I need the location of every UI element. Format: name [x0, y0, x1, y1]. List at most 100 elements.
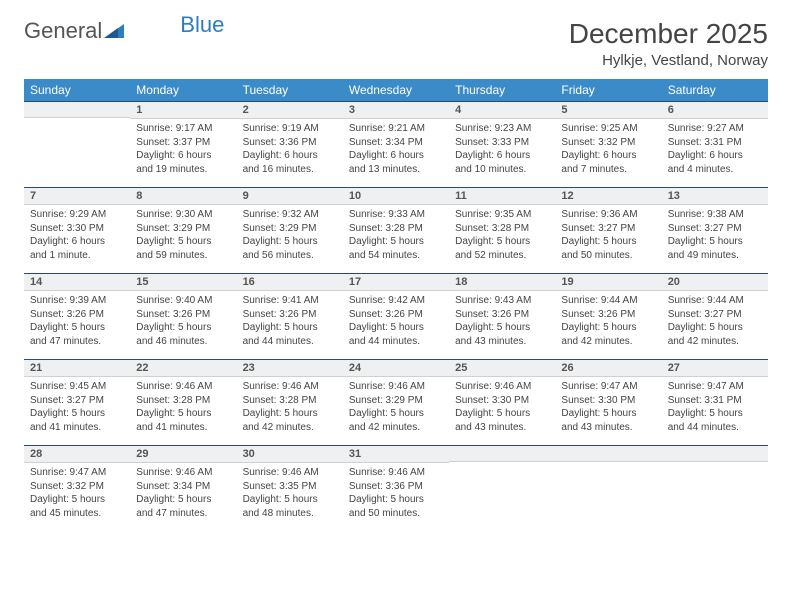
day-number: 22	[130, 359, 236, 377]
col-sunday: Sunday	[24, 79, 130, 101]
day-number: 5	[555, 101, 661, 119]
calendar-cell: 27Sunrise: 9:47 AM Sunset: 3:31 PM Dayli…	[662, 359, 768, 445]
day-number: 10	[343, 187, 449, 205]
day-number: 14	[24, 273, 130, 291]
day-details: Sunrise: 9:21 AM Sunset: 3:34 PM Dayligh…	[343, 119, 449, 182]
title-block: December 2025 Hylkje, Vestland, Norway	[569, 18, 768, 69]
calendar-cell: 24Sunrise: 9:46 AM Sunset: 3:29 PM Dayli…	[343, 359, 449, 445]
day-number: 12	[555, 187, 661, 205]
calendar-cell: 18Sunrise: 9:43 AM Sunset: 3:26 PM Dayli…	[449, 273, 555, 359]
col-wednesday: Wednesday	[343, 79, 449, 101]
day-details: Sunrise: 9:41 AM Sunset: 3:26 PM Dayligh…	[237, 291, 343, 354]
day-number: 27	[662, 359, 768, 377]
day-details: Sunrise: 9:33 AM Sunset: 3:28 PM Dayligh…	[343, 205, 449, 268]
day-details: Sunrise: 9:46 AM Sunset: 3:36 PM Dayligh…	[343, 463, 449, 526]
day-details: Sunrise: 9:39 AM Sunset: 3:26 PM Dayligh…	[24, 291, 130, 354]
calendar-cell: 21Sunrise: 9:45 AM Sunset: 3:27 PM Dayli…	[24, 359, 130, 445]
day-number: 30	[237, 445, 343, 463]
day-details: Sunrise: 9:23 AM Sunset: 3:33 PM Dayligh…	[449, 119, 555, 182]
calendar-cell: 10Sunrise: 9:33 AM Sunset: 3:28 PM Dayli…	[343, 187, 449, 273]
calendar-week-row: 1Sunrise: 9:17 AM Sunset: 3:37 PM Daylig…	[24, 101, 768, 187]
calendar-cell: 14Sunrise: 9:39 AM Sunset: 3:26 PM Dayli…	[24, 273, 130, 359]
day-details: Sunrise: 9:46 AM Sunset: 3:34 PM Dayligh…	[130, 463, 236, 526]
calendar-cell: 15Sunrise: 9:40 AM Sunset: 3:26 PM Dayli…	[130, 273, 236, 359]
calendar-cell: 25Sunrise: 9:46 AM Sunset: 3:30 PM Dayli…	[449, 359, 555, 445]
day-details: Sunrise: 9:17 AM Sunset: 3:37 PM Dayligh…	[130, 119, 236, 182]
calendar-cell: 20Sunrise: 9:44 AM Sunset: 3:27 PM Dayli…	[662, 273, 768, 359]
day-number: 24	[343, 359, 449, 377]
header: General Blue December 2025 Hylkje, Vestl…	[24, 18, 768, 69]
calendar-week-row: 21Sunrise: 9:45 AM Sunset: 3:27 PM Dayli…	[24, 359, 768, 445]
day-details: Sunrise: 9:46 AM Sunset: 3:28 PM Dayligh…	[237, 377, 343, 440]
day-header-row: Sunday Monday Tuesday Wednesday Thursday…	[24, 79, 768, 101]
day-number: 17	[343, 273, 449, 291]
calendar-cell: 12Sunrise: 9:36 AM Sunset: 3:27 PM Dayli…	[555, 187, 661, 273]
calendar-cell: 23Sunrise: 9:46 AM Sunset: 3:28 PM Dayli…	[237, 359, 343, 445]
day-details: Sunrise: 9:42 AM Sunset: 3:26 PM Dayligh…	[343, 291, 449, 354]
logo-triangle-icon	[104, 18, 124, 44]
col-thursday: Thursday	[449, 79, 555, 101]
calendar-cell: 8Sunrise: 9:30 AM Sunset: 3:29 PM Daylig…	[130, 187, 236, 273]
day-details: Sunrise: 9:44 AM Sunset: 3:26 PM Dayligh…	[555, 291, 661, 354]
calendar-table: Sunday Monday Tuesday Wednesday Thursday…	[24, 79, 768, 531]
calendar-week-row: 14Sunrise: 9:39 AM Sunset: 3:26 PM Dayli…	[24, 273, 768, 359]
day-details: Sunrise: 9:35 AM Sunset: 3:28 PM Dayligh…	[449, 205, 555, 268]
day-number: 18	[449, 273, 555, 291]
day-details: Sunrise: 9:32 AM Sunset: 3:29 PM Dayligh…	[237, 205, 343, 268]
day-details: Sunrise: 9:29 AM Sunset: 3:30 PM Dayligh…	[24, 205, 130, 268]
day-number: 25	[449, 359, 555, 377]
calendar-cell: 22Sunrise: 9:46 AM Sunset: 3:28 PM Dayli…	[130, 359, 236, 445]
day-number: 23	[237, 359, 343, 377]
calendar-cell: 4Sunrise: 9:23 AM Sunset: 3:33 PM Daylig…	[449, 101, 555, 187]
calendar-cell: 9Sunrise: 9:32 AM Sunset: 3:29 PM Daylig…	[237, 187, 343, 273]
day-details: Sunrise: 9:25 AM Sunset: 3:32 PM Dayligh…	[555, 119, 661, 182]
day-number: 2	[237, 101, 343, 119]
logo-text-blue: Blue	[180, 12, 224, 38]
calendar-week-row: 7Sunrise: 9:29 AM Sunset: 3:30 PM Daylig…	[24, 187, 768, 273]
day-details: Sunrise: 9:19 AM Sunset: 3:36 PM Dayligh…	[237, 119, 343, 182]
calendar-cell	[24, 101, 130, 187]
day-details: Sunrise: 9:36 AM Sunset: 3:27 PM Dayligh…	[555, 205, 661, 268]
month-title: December 2025	[569, 18, 768, 50]
day-details: Sunrise: 9:38 AM Sunset: 3:27 PM Dayligh…	[662, 205, 768, 268]
calendar-cell: 19Sunrise: 9:44 AM Sunset: 3:26 PM Dayli…	[555, 273, 661, 359]
day-number	[449, 445, 555, 462]
day-number: 6	[662, 101, 768, 119]
col-saturday: Saturday	[662, 79, 768, 101]
day-details: Sunrise: 9:47 AM Sunset: 3:31 PM Dayligh…	[662, 377, 768, 440]
day-details: Sunrise: 9:46 AM Sunset: 3:35 PM Dayligh…	[237, 463, 343, 526]
calendar-week-row: 28Sunrise: 9:47 AM Sunset: 3:32 PM Dayli…	[24, 445, 768, 531]
day-number	[662, 445, 768, 462]
day-number: 1	[130, 101, 236, 119]
day-number: 26	[555, 359, 661, 377]
day-details	[555, 462, 661, 471]
day-details: Sunrise: 9:40 AM Sunset: 3:26 PM Dayligh…	[130, 291, 236, 354]
logo-text-general: General	[24, 18, 102, 44]
calendar-cell: 7Sunrise: 9:29 AM Sunset: 3:30 PM Daylig…	[24, 187, 130, 273]
day-number: 19	[555, 273, 661, 291]
day-number: 8	[130, 187, 236, 205]
logo: General Blue	[24, 18, 224, 44]
calendar-cell: 16Sunrise: 9:41 AM Sunset: 3:26 PM Dayli…	[237, 273, 343, 359]
day-number: 16	[237, 273, 343, 291]
day-number: 28	[24, 445, 130, 463]
day-details: Sunrise: 9:44 AM Sunset: 3:27 PM Dayligh…	[662, 291, 768, 354]
calendar-cell: 1Sunrise: 9:17 AM Sunset: 3:37 PM Daylig…	[130, 101, 236, 187]
calendar-cell: 5Sunrise: 9:25 AM Sunset: 3:32 PM Daylig…	[555, 101, 661, 187]
calendar-cell: 31Sunrise: 9:46 AM Sunset: 3:36 PM Dayli…	[343, 445, 449, 531]
day-details: Sunrise: 9:46 AM Sunset: 3:29 PM Dayligh…	[343, 377, 449, 440]
calendar-cell: 28Sunrise: 9:47 AM Sunset: 3:32 PM Dayli…	[24, 445, 130, 531]
day-details: Sunrise: 9:45 AM Sunset: 3:27 PM Dayligh…	[24, 377, 130, 440]
day-details: Sunrise: 9:30 AM Sunset: 3:29 PM Dayligh…	[130, 205, 236, 268]
day-details	[449, 462, 555, 471]
calendar-cell: 11Sunrise: 9:35 AM Sunset: 3:28 PM Dayli…	[449, 187, 555, 273]
day-details: Sunrise: 9:46 AM Sunset: 3:30 PM Dayligh…	[449, 377, 555, 440]
calendar-cell	[662, 445, 768, 531]
day-details: Sunrise: 9:47 AM Sunset: 3:32 PM Dayligh…	[24, 463, 130, 526]
col-tuesday: Tuesday	[237, 79, 343, 101]
day-number: 21	[24, 359, 130, 377]
calendar-cell: 3Sunrise: 9:21 AM Sunset: 3:34 PM Daylig…	[343, 101, 449, 187]
day-details: Sunrise: 9:27 AM Sunset: 3:31 PM Dayligh…	[662, 119, 768, 182]
calendar-cell: 30Sunrise: 9:46 AM Sunset: 3:35 PM Dayli…	[237, 445, 343, 531]
day-number	[24, 101, 130, 118]
